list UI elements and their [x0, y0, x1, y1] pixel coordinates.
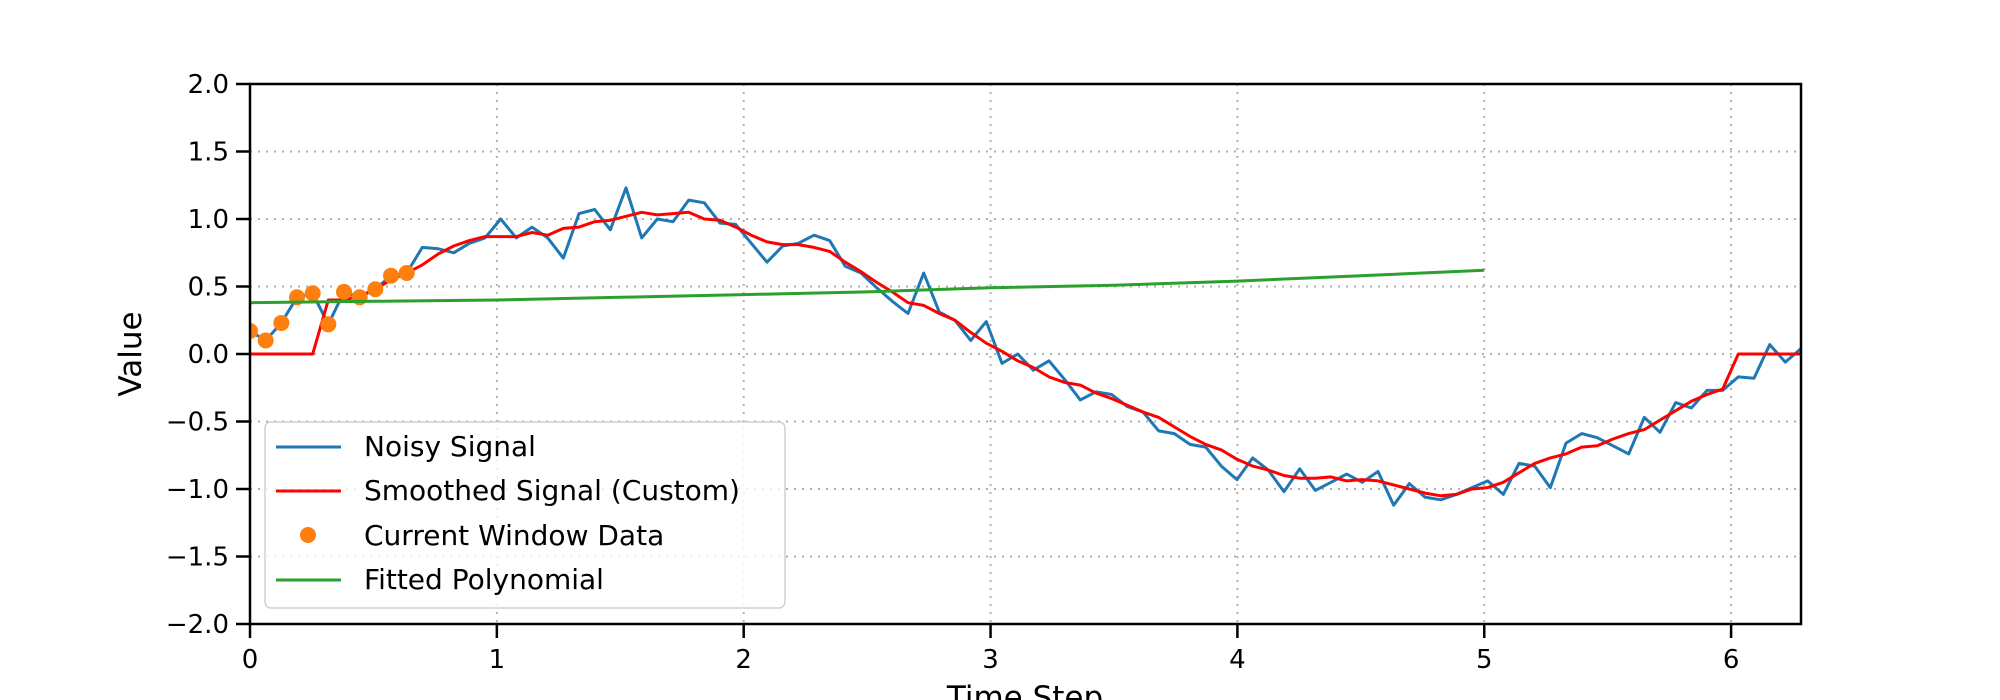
window-data-point [304, 285, 321, 302]
y-tick-label: −2.0 [166, 610, 229, 640]
legend-handle-window [300, 527, 316, 543]
x-axis-label: Time Step [946, 680, 1103, 700]
y-tick-label: 0.0 [188, 340, 229, 370]
window-data-point [336, 283, 352, 300]
legend: Noisy Signal Smoothed Signal (Custom) Cu… [264, 421, 786, 609]
noisy-signal-line [250, 186, 1801, 507]
y-tick-label: −0.5 [166, 408, 229, 438]
series-group [250, 186, 1801, 507]
y-tick-label: 2.0 [188, 70, 229, 100]
x-tick-label: 1 [489, 645, 506, 675]
y-tick-label: −1.5 [166, 543, 229, 573]
y-axis-label: Value [113, 311, 149, 396]
x-tick-label: 2 [735, 645, 752, 675]
x-tick-label: 5 [1476, 645, 1493, 675]
y-tick-label: 1.5 [188, 138, 229, 168]
y-tick-label: −1.0 [166, 475, 229, 505]
x-tick-label: 4 [1229, 645, 1246, 675]
ticks: 0 1 2 3 4 5 6 2.0 1.5 1.0 0.5 0.0 −0.5 −1.0 −1.5 −2.0 [166, 70, 1740, 675]
x-tick-label: 3 [982, 645, 999, 675]
legend-label-window: Current Window Data [364, 519, 664, 552]
window-data-point [383, 267, 399, 284]
x-tick-label: 0 [242, 645, 259, 675]
y-tick-label: 0.5 [188, 273, 229, 303]
legend-label-fitted: Fitted Polynomial [364, 563, 604, 596]
x-tick-label: 6 [1723, 645, 1740, 675]
window-data-point [257, 332, 274, 349]
legend-box [264, 421, 786, 609]
window-data-point [320, 316, 337, 333]
fitted-polynomial-line [250, 268, 1485, 305]
legend-label-noisy: Noisy Signal [364, 430, 536, 463]
plot-area [250, 186, 1801, 507]
window-data-point [398, 265, 415, 281]
legend-label-smoothed: Smoothed Signal (Custom) [364, 474, 740, 507]
window-data-point [367, 281, 384, 298]
smoothed-signal-line [250, 210, 1801, 498]
window-data-point [250, 323, 258, 340]
y-tick-label: 1.0 [188, 205, 229, 235]
window-data-point [273, 314, 290, 331]
